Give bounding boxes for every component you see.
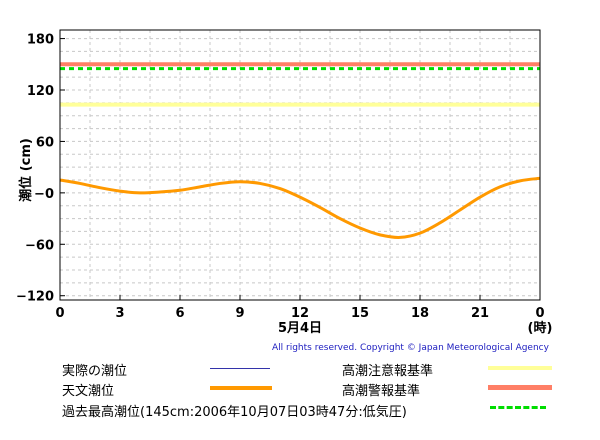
x-tick-label: 0: [55, 306, 64, 321]
x-axis-unit-label: (時): [528, 320, 553, 336]
series-lines: [59, 176, 541, 239]
y-tick-label: 120: [27, 84, 54, 99]
y-tick-labels: 180 120 60 −0 −60 −120: [16, 33, 65, 305]
legend-label-warning: 高潮警報基準: [342, 384, 421, 399]
legend-swatch-astronomical: [210, 386, 272, 390]
y-tick-label: −0: [34, 187, 54, 202]
y-tick-label: −120: [16, 290, 54, 305]
legend-label-astronomical: 天文潮位: [62, 384, 115, 399]
series-line: [59, 176, 541, 239]
y-axis-label: 潮位 (cm): [18, 138, 34, 202]
y-tick-label: −60: [25, 238, 54, 253]
legend-swatch-record: [490, 406, 546, 409]
x-tick-label: 0: [535, 306, 544, 321]
legend-label-advisory: 高潮注意報基準: [342, 364, 434, 379]
x-tick-label: 9: [235, 306, 244, 321]
legend-label-record: 過去最高潮位(145cm:2006年10月07日03時47分:低気圧): [62, 405, 407, 420]
copyright-notice: All rights reserved. Copyright © Japan M…: [272, 343, 549, 353]
x-tick-label: 3: [115, 306, 124, 321]
x-tick-label: 15: [351, 306, 369, 321]
legend-swatch-advisory: [488, 366, 552, 370]
grid-lines: [60, 30, 540, 300]
reference-lines: [60, 62, 540, 107]
x-tick-label: 6: [175, 306, 184, 321]
x-axis-date-label: 5月4日: [278, 321, 322, 336]
legend-swatch-warning: [488, 385, 552, 390]
x-tick-label: 21: [471, 306, 489, 321]
legend-label-actual: 実際の潮位: [62, 364, 128, 379]
x-tick-label: 18: [411, 306, 429, 321]
x-tick-label: 12: [291, 306, 309, 321]
x-tick-labels: 0 3 6 9 12 15 18 21 0: [55, 295, 545, 321]
y-tick-label: 60: [36, 135, 54, 150]
legend-swatch-actual: [210, 368, 270, 369]
y-tick-label: 180: [27, 33, 54, 48]
